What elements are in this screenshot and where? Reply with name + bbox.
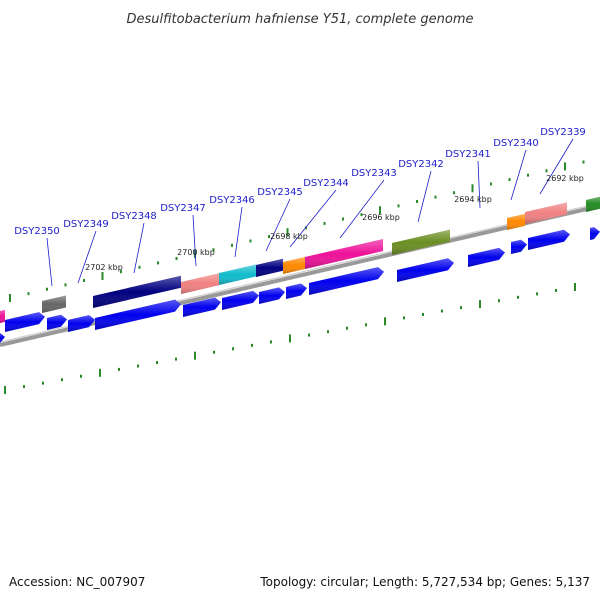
callout-line <box>77 230 97 284</box>
callout-line <box>133 222 145 274</box>
gene-arrow-shading <box>47 314 67 330</box>
feature-block-shading <box>181 273 219 294</box>
gene-label: DSY2341 <box>445 149 491 160</box>
kbp-label: 2700 kbp <box>177 248 215 257</box>
accession-text: Accession: NC_007907 <box>9 575 145 589</box>
gene-label: DSY2345 <box>257 187 303 198</box>
feature-block-shading <box>305 239 383 269</box>
genome-title: Desulfitobacterium hafniense Y51, comple… <box>126 12 473 27</box>
callout-line <box>417 170 432 223</box>
feature-block-shading <box>525 202 567 224</box>
callout-line <box>539 138 574 195</box>
gene-label: DSY2347 <box>160 203 206 214</box>
callout-line <box>339 179 385 239</box>
gene-arrow-shading <box>528 229 570 250</box>
gene-arrow-shading <box>183 297 221 317</box>
kbp-label: 2698 kbp <box>270 232 308 241</box>
callout-line <box>510 149 527 201</box>
callout-line <box>265 198 291 252</box>
gene-arrow-shading <box>397 258 454 282</box>
gene-label: DSY2343 <box>351 168 397 179</box>
gene-label: DSY2349 <box>63 219 109 230</box>
gene-arrow-shading <box>286 283 307 299</box>
gene-arrows <box>0 227 600 344</box>
feature-track <box>0 196 600 323</box>
gene-arrow-shading <box>309 267 384 295</box>
gene-label: DSY2342 <box>398 159 444 170</box>
gene-arrow-shading <box>468 247 505 267</box>
gene-label: DSY2344 <box>303 178 349 189</box>
feature-block-shading <box>392 229 450 255</box>
feature-block-shading <box>283 256 305 274</box>
gene-label: DSY2348 <box>111 211 157 222</box>
gene-arrow-shading <box>68 315 95 332</box>
gene-callouts: DSY2350DSY2349DSY2348DSY2347DSY2346DSY23… <box>14 127 586 287</box>
callout-line <box>234 206 243 258</box>
gene-label: DSY2340 <box>493 138 539 149</box>
gene-arrow-shading <box>222 290 259 310</box>
feature-block-shading <box>507 213 525 230</box>
feature-block-shading <box>0 309 5 323</box>
callout-line <box>289 189 337 248</box>
gene-arrow-shading <box>511 239 527 254</box>
topology-text: Topology: circular; Length: 5,727,534 bp… <box>259 575 590 589</box>
kbp-label: 2696 kbp <box>362 213 400 222</box>
feature-block-shading <box>219 264 256 285</box>
feature-block-shading <box>93 275 181 308</box>
gene-label: DSY2346 <box>209 195 255 206</box>
gene-label: DSY2350 <box>14 226 60 237</box>
kbp-label: 2694 kbp <box>454 195 492 204</box>
kbp-label: 2692 kbp <box>546 174 584 183</box>
feature-block-shading <box>586 196 600 212</box>
feature-block-shading <box>42 295 66 313</box>
gene-arrow-shading <box>95 299 181 330</box>
callout-line <box>46 237 53 287</box>
feature-block-shading <box>256 258 283 277</box>
gene-arrow-shading <box>0 332 5 344</box>
gene-label: DSY2339 <box>540 127 586 138</box>
callout-line <box>192 214 197 267</box>
kbp-label: 2702 kbp <box>85 263 123 272</box>
callout-line <box>477 160 481 209</box>
gene-arrow-shading <box>259 287 285 304</box>
gene-arrow-shading <box>5 312 45 332</box>
gene-arrow-shading <box>590 227 600 240</box>
